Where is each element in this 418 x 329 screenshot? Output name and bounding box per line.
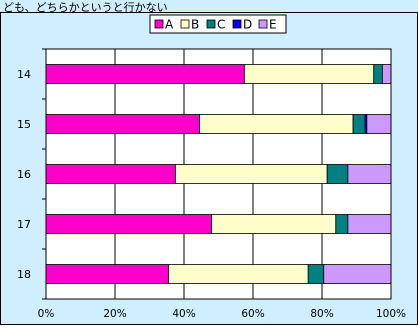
plot-border — [45, 48, 392, 300]
y-tick-label: 15 — [17, 118, 31, 131]
y-tick-label: 18 — [17, 268, 31, 281]
bar-B-15 — [199, 114, 354, 134]
legend-swatch-B — [180, 19, 190, 29]
plot-area: 14 15 16 17 18 0% 20% 40% 60% 80% 100% — [17, 48, 406, 320]
y-tick-label: 14 — [17, 68, 31, 81]
y-tick-label: 17 — [17, 218, 31, 231]
legend-label-C: C — [217, 18, 225, 32]
bar-B-18 — [168, 264, 309, 284]
legend-swatch-A — [154, 19, 164, 29]
y-tick-label: 16 — [17, 168, 31, 181]
x-tick-label: 60% — [241, 308, 264, 320]
bar-C-14 — [373, 64, 383, 84]
legend-swatch-E — [258, 19, 268, 29]
bar-B-16 — [174, 164, 328, 184]
header-text: ども、どちらかというと行かない — [3, 1, 168, 14]
bar-B-14 — [243, 64, 375, 84]
bar-A-16 — [45, 164, 176, 184]
legend-swatch-C — [206, 19, 216, 29]
legend-label-E: E — [269, 18, 277, 32]
x-tick-label: 100% — [376, 308, 406, 320]
bar-E-18 — [323, 264, 392, 284]
bar-C-15 — [352, 114, 366, 134]
bar-A-14 — [45, 64, 245, 84]
bar-E-16 — [347, 164, 392, 184]
bar-C-16 — [326, 164, 349, 184]
bar-A-18 — [45, 264, 169, 284]
legend-label-D: D — [243, 18, 252, 32]
bar-C-17 — [335, 214, 349, 234]
bar-E-15 — [366, 114, 392, 134]
bar-C-18 — [307, 264, 325, 284]
bar-A-17 — [45, 214, 213, 234]
bar-E-17 — [347, 214, 392, 234]
legend-swatch-D — [232, 19, 242, 29]
x-tick-label: 20% — [103, 308, 126, 320]
bar-A-15 — [45, 114, 200, 134]
x-tick-label: 80% — [310, 308, 333, 320]
bar-B-17 — [211, 214, 337, 234]
legend-box — [149, 14, 287, 34]
legend-label-B: B — [191, 18, 199, 32]
legend: A B C D E — [149, 14, 287, 34]
legend-label-A: A — [165, 18, 174, 32]
x-tick-label: 40% — [172, 308, 195, 320]
bar-E-14 — [381, 64, 392, 84]
x-tick-label: 0% — [38, 308, 55, 320]
